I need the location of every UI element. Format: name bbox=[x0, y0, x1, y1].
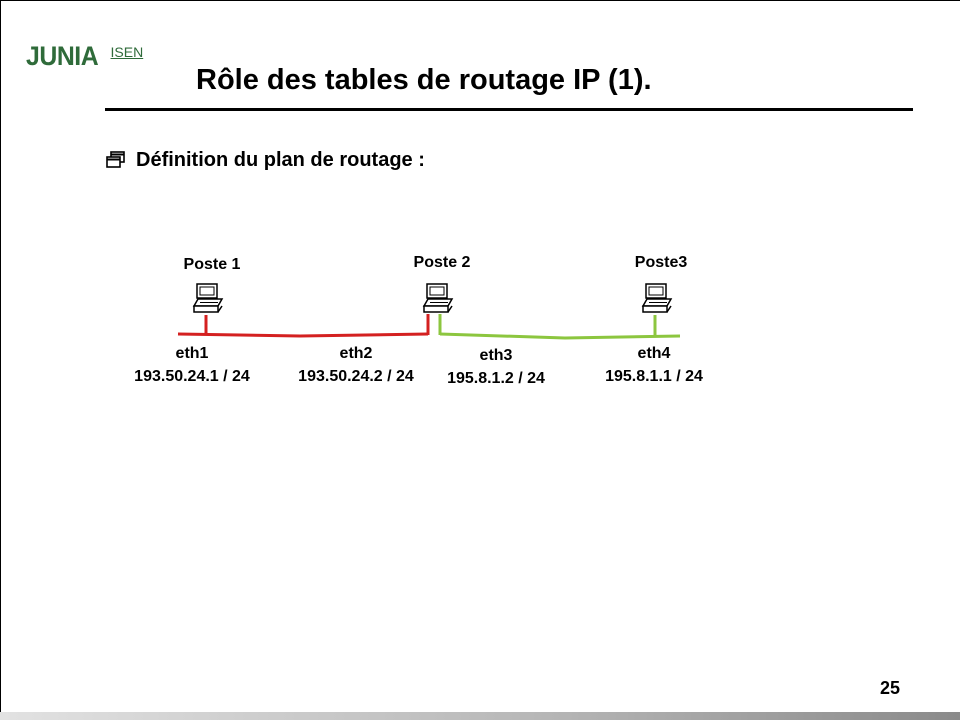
slide-footer-bar bbox=[0, 712, 960, 720]
slide-top-border bbox=[0, 0, 960, 1]
interface-address-eth2: 193.50.24.2 / 24 bbox=[298, 368, 414, 385]
link-red-network bbox=[177, 332, 429, 338]
title-underline bbox=[105, 108, 913, 111]
interface-name-eth2: eth2 bbox=[339, 345, 373, 362]
bullet-text: Définition du plan de routage : bbox=[136, 149, 425, 171]
computer-icon bbox=[192, 283, 224, 313]
computer-icon bbox=[641, 283, 673, 313]
interface-address-eth3: 195.8.1.2 / 24 bbox=[447, 370, 545, 387]
interface-name-eth4: eth4 bbox=[637, 345, 671, 362]
window-bullet-icon bbox=[106, 151, 125, 168]
logo-sub-text: ISEN bbox=[110, 44, 144, 60]
interface-address-eth1: 193.50.24.1 / 24 bbox=[134, 368, 250, 385]
junia-isen-logo: JUNIA ISEN bbox=[26, 40, 143, 74]
slide-title: Rôle des tables de routage IP (1). bbox=[196, 64, 652, 96]
link-green-network bbox=[439, 332, 681, 340]
interface-name-eth3: eth3 bbox=[479, 347, 513, 364]
computer-icon bbox=[422, 283, 454, 313]
host-label-poste1: Poste 1 bbox=[183, 256, 241, 273]
interface-name-eth1: eth1 bbox=[175, 345, 209, 362]
interface-address-eth4: 195.8.1.1 / 24 bbox=[605, 368, 703, 385]
logo-main-text: JUNIA bbox=[26, 41, 99, 71]
slide-left-border bbox=[0, 0, 1, 720]
bullet-point: Définition du plan de routage : bbox=[106, 148, 425, 172]
host-label-poste3: Poste3 bbox=[634, 254, 688, 271]
host-label-poste2: Poste 2 bbox=[413, 254, 471, 271]
page-number: 25 bbox=[879, 678, 901, 698]
